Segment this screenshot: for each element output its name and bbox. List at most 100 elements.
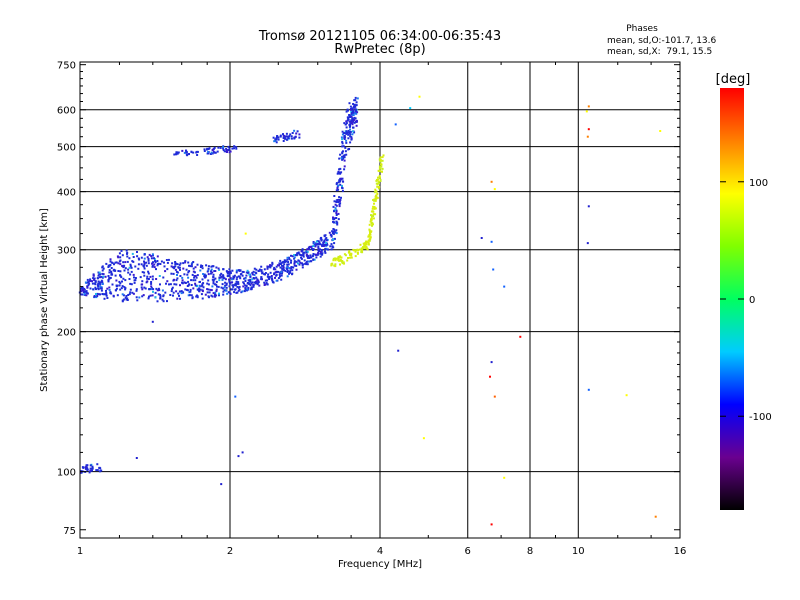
data-point-x — [366, 241, 369, 244]
data-point-o — [241, 274, 244, 277]
data-point-o — [80, 286, 83, 289]
data-point-o — [205, 148, 208, 151]
data-point-o — [155, 268, 157, 271]
data-point-o — [275, 270, 278, 273]
data-point-o — [307, 255, 310, 258]
data-point-o — [343, 168, 346, 171]
data-point-o — [174, 265, 177, 268]
data-point-x — [334, 257, 337, 260]
data-point-o — [219, 276, 222, 279]
data-point-o — [110, 267, 113, 269]
data-point-o — [183, 151, 186, 154]
data-point-o — [269, 271, 272, 274]
data-point-o — [146, 275, 149, 278]
data-point-o — [272, 268, 275, 271]
data-point-o — [341, 177, 344, 180]
data-point-o — [151, 262, 154, 265]
data-point-o — [244, 280, 247, 282]
data-point — [480, 237, 483, 239]
data-point-o — [320, 237, 323, 240]
data-point-o — [202, 282, 205, 285]
data-point-o — [339, 202, 342, 205]
data-point-o — [79, 471, 82, 474]
data-point-o — [105, 293, 108, 296]
data-point-o — [244, 277, 247, 280]
data-point-o — [101, 276, 104, 279]
data-point-o — [312, 248, 315, 251]
data-point-o — [89, 287, 92, 290]
data-point-o — [290, 266, 293, 269]
data-point-o — [143, 260, 145, 263]
data-point-x — [349, 253, 351, 256]
data-point-x — [359, 243, 362, 246]
data-point-o — [181, 279, 184, 282]
data-point-o — [190, 284, 193, 286]
data-point-o — [275, 138, 278, 141]
data-point-o — [145, 261, 148, 264]
data-point-o — [224, 281, 227, 284]
data-point-o — [210, 270, 212, 273]
data-point-o — [270, 275, 273, 277]
data-point-o — [175, 153, 178, 156]
data-point-o — [325, 239, 328, 242]
data-point-x — [368, 239, 371, 242]
data-point-o — [341, 155, 344, 158]
data-point-o — [193, 276, 196, 279]
data-point-o — [307, 246, 310, 249]
data-point-o — [155, 287, 158, 290]
data-point-o — [329, 245, 332, 248]
data-point-x — [347, 251, 350, 254]
data-point-o — [260, 270, 263, 273]
data-point-o — [148, 253, 151, 256]
data-point-o — [93, 295, 96, 297]
data-point-o — [318, 241, 321, 244]
data-point-o — [341, 141, 344, 143]
data-point-o — [133, 276, 135, 279]
data-point-o — [225, 286, 228, 289]
data-point-o — [222, 268, 225, 271]
data-point-o — [291, 255, 294, 258]
data-point-o — [298, 133, 301, 136]
data-point-o — [285, 260, 287, 263]
data-point-o — [345, 110, 348, 113]
data-point-o — [122, 261, 125, 264]
data-point-o — [285, 135, 288, 138]
data-point-x — [372, 217, 375, 220]
data-point-o — [276, 264, 279, 267]
data-point-x — [379, 167, 382, 170]
data-point-o — [214, 295, 217, 298]
x-tick-label: 1 — [77, 546, 83, 557]
data-point-o — [141, 295, 144, 298]
grid-lines — [80, 62, 680, 538]
data-point-o — [252, 283, 255, 286]
data-point-o — [288, 271, 291, 274]
data-point-o — [222, 275, 225, 278]
data-point-o — [229, 293, 232, 295]
data-point-x — [376, 178, 378, 181]
data-point-o — [342, 156, 345, 159]
data-point-o — [136, 299, 139, 302]
data-point-o — [233, 291, 236, 294]
data-point — [587, 105, 590, 108]
data-point-o — [285, 266, 288, 269]
data-point-x — [368, 234, 371, 237]
data-point-o — [170, 290, 173, 293]
data-point-o — [85, 290, 88, 293]
data-point-o — [105, 294, 108, 297]
data-point-o — [211, 271, 214, 274]
data-point-o — [127, 268, 130, 271]
data-point-o — [307, 247, 310, 250]
data-point-o — [340, 157, 343, 160]
data-point-o — [96, 463, 99, 466]
data-point-o — [181, 276, 184, 279]
data-point-o — [338, 157, 341, 160]
data-point-o — [344, 132, 346, 135]
data-point-o — [100, 469, 103, 472]
data-point-o — [196, 150, 199, 153]
data-point-o — [179, 262, 182, 265]
data-point-x — [372, 206, 375, 208]
data-point-o — [347, 118, 350, 121]
data-point-o — [234, 282, 237, 285]
data-point-o — [305, 251, 308, 254]
data-point-o — [305, 254, 308, 256]
